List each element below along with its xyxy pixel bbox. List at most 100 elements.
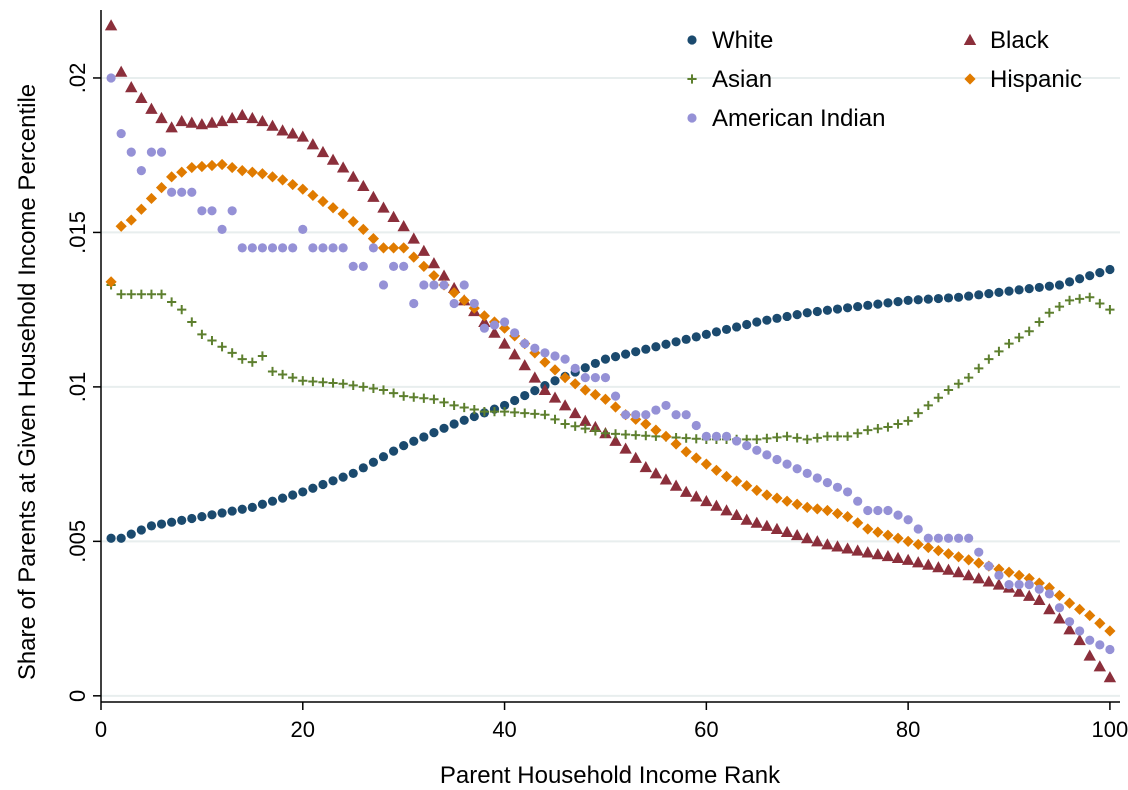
data-point [1085, 635, 1095, 645]
data-point [499, 400, 510, 411]
data-point [1085, 292, 1095, 302]
data-point [237, 504, 247, 514]
data-point [1103, 671, 1117, 683]
data-point [943, 293, 954, 303]
data-point [125, 81, 138, 93]
data-point [681, 334, 691, 344]
data-point [196, 160, 208, 173]
data-point [1054, 603, 1065, 613]
data-point [508, 348, 521, 360]
data-point [367, 233, 380, 245]
data-point [922, 541, 934, 554]
data-point [116, 289, 126, 299]
data-point [680, 446, 692, 458]
data-point [953, 292, 964, 302]
data-point [973, 557, 985, 569]
data-point [348, 380, 358, 390]
data-point [1075, 626, 1085, 636]
data-point [328, 476, 338, 486]
data-point [520, 390, 530, 401]
data-point [560, 419, 570, 429]
data-point [336, 161, 350, 173]
data-point [963, 554, 975, 566]
data-point [671, 337, 681, 347]
data-point [1075, 294, 1085, 304]
data-point [358, 382, 368, 392]
data-point [852, 517, 864, 529]
data-point [660, 430, 672, 442]
data-point [510, 328, 520, 338]
data-point [590, 426, 600, 436]
data-point [1093, 660, 1107, 672]
legend-label: Black [990, 27, 1050, 54]
data-point [409, 436, 419, 446]
data-point [569, 378, 581, 390]
data-point [932, 561, 945, 573]
data-point [953, 379, 964, 389]
y-tick-label: .02 [65, 63, 90, 94]
data-point [267, 496, 278, 506]
data-point [187, 317, 197, 327]
legend-item: Asian [687, 66, 772, 93]
data-point [177, 515, 187, 525]
data-point [247, 502, 257, 512]
data-point [419, 393, 429, 403]
data-point [469, 298, 479, 309]
data-point [125, 214, 137, 226]
data-point [1033, 593, 1046, 606]
data-point [832, 431, 843, 441]
data-point [550, 376, 560, 386]
data-point [994, 287, 1004, 297]
x-tick-label: 100 [1092, 717, 1128, 742]
data-point [167, 187, 177, 197]
data-point [439, 280, 449, 290]
data-point [609, 434, 622, 446]
data-point [903, 416, 913, 426]
data-point [1105, 644, 1115, 655]
data-point [641, 410, 651, 420]
data-point [751, 484, 763, 496]
data-point [599, 393, 612, 405]
data-point [1004, 286, 1014, 296]
data-point [368, 383, 379, 394]
data-point [197, 206, 207, 216]
data-point [1053, 612, 1066, 624]
data-point [681, 433, 691, 443]
data-point [621, 349, 631, 359]
data-point [510, 395, 520, 406]
data-point [750, 516, 763, 528]
data-point [1043, 603, 1056, 615]
data-point [732, 436, 742, 446]
data-point [641, 344, 651, 354]
data-point [498, 322, 511, 334]
data-point [530, 409, 540, 419]
legend-marker [687, 74, 697, 84]
data-point [781, 495, 793, 507]
data-point [923, 294, 933, 304]
data-point [1063, 623, 1076, 635]
data-point [862, 523, 874, 535]
data-point [116, 533, 126, 543]
data-point [489, 407, 500, 417]
data-point [528, 371, 542, 383]
data-point [418, 260, 430, 273]
data-point [791, 498, 803, 510]
data-point [943, 533, 954, 543]
x-tick-label: 40 [492, 717, 516, 742]
data-point [1084, 609, 1096, 622]
data-point [579, 414, 592, 426]
data-point [236, 108, 249, 120]
data-point [106, 533, 116, 543]
data-point [266, 119, 279, 131]
data-point [962, 569, 975, 581]
data-point [308, 376, 318, 387]
data-point [1014, 332, 1024, 343]
data-point [942, 563, 955, 575]
data-point [326, 153, 340, 165]
data-point [610, 391, 621, 401]
data-point [225, 111, 239, 124]
data-point [720, 470, 733, 483]
data-point [681, 410, 691, 420]
y-tick-label: .015 [65, 211, 90, 254]
data-point [993, 563, 1005, 575]
